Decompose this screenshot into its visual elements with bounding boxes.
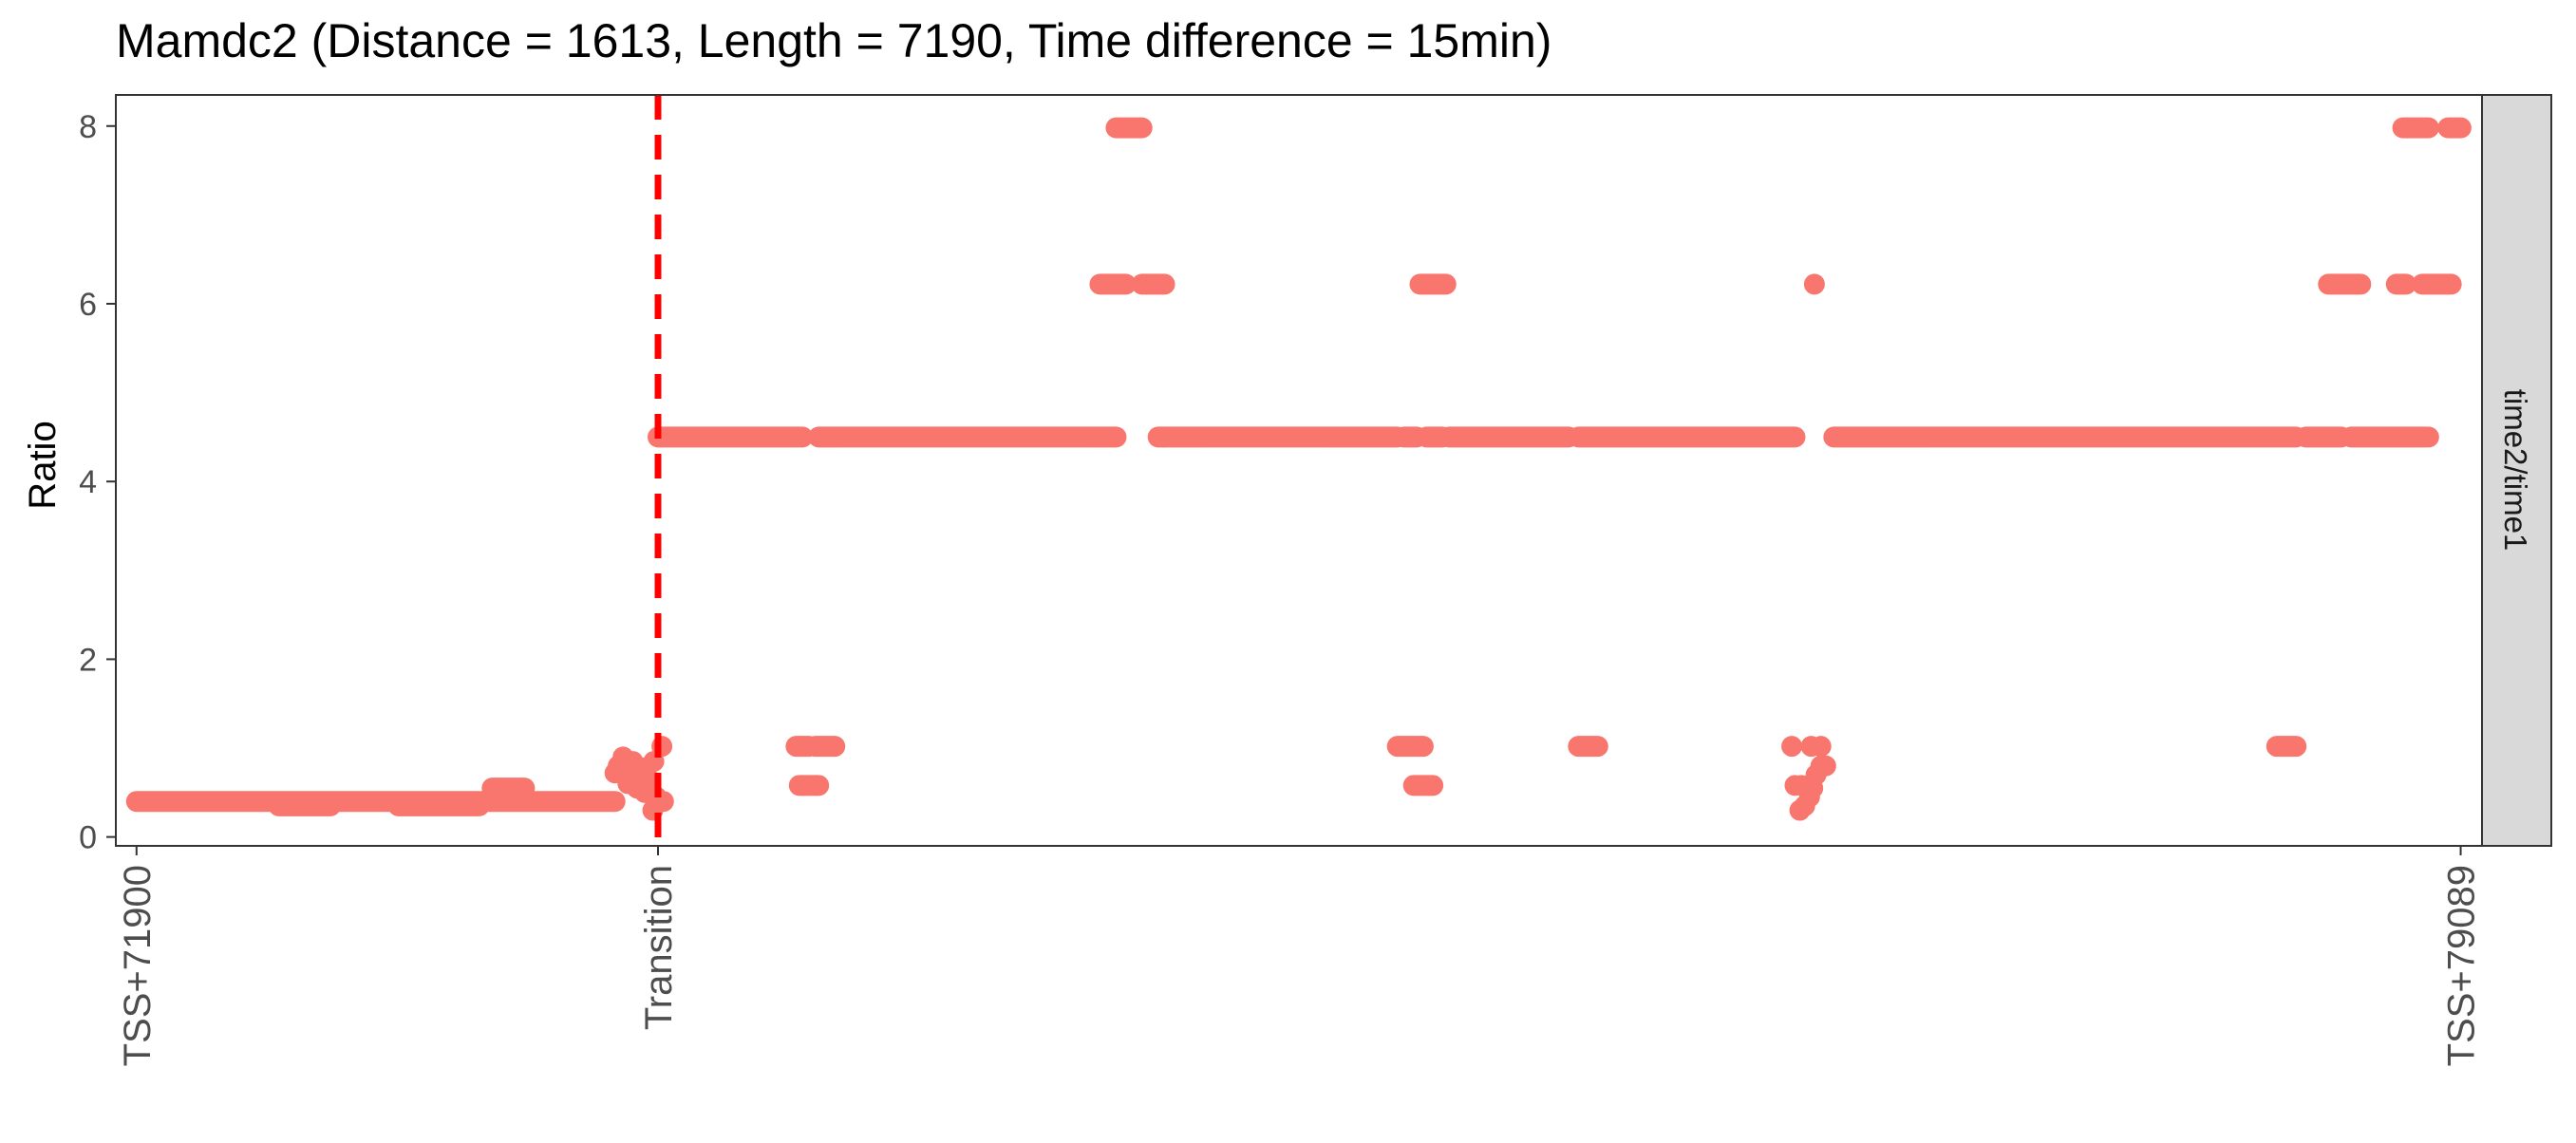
y-tick-label: 4 — [79, 464, 97, 500]
data-point — [1810, 736, 1832, 758]
facet-strip — [2481, 94, 2552, 847]
x-tick-label: Transition — [638, 865, 680, 1030]
data-point — [1814, 755, 1836, 777]
y-axis-label: Ratio — [22, 421, 64, 509]
facet-strip-label: time2/time1 — [2498, 389, 2533, 552]
data-point — [1154, 426, 1175, 448]
x-tick-label: TSS+79089 — [2441, 865, 2483, 1066]
plot-panel-border — [115, 94, 2483, 847]
chart-title: Mamdc2 (Distance = 1613, Length = 7190, … — [116, 14, 1551, 67]
data-point — [1794, 795, 1815, 816]
y-tick-label: 2 — [79, 642, 97, 678]
y-tick-label: 8 — [79, 109, 97, 145]
data-point — [1781, 736, 1803, 758]
data-point — [2417, 426, 2439, 448]
x-axis: TSS+71900 Transition TSS+79089 — [117, 846, 2483, 1066]
data-point — [1803, 273, 1825, 295]
data-points — [125, 117, 2472, 821]
y-tick-label: 0 — [79, 820, 97, 856]
y-axis: 0 2 4 6 8 — [79, 109, 116, 856]
data-point — [624, 764, 646, 786]
y-tick-label: 6 — [79, 287, 97, 323]
x-tick-label: TSS+71900 — [117, 865, 159, 1066]
